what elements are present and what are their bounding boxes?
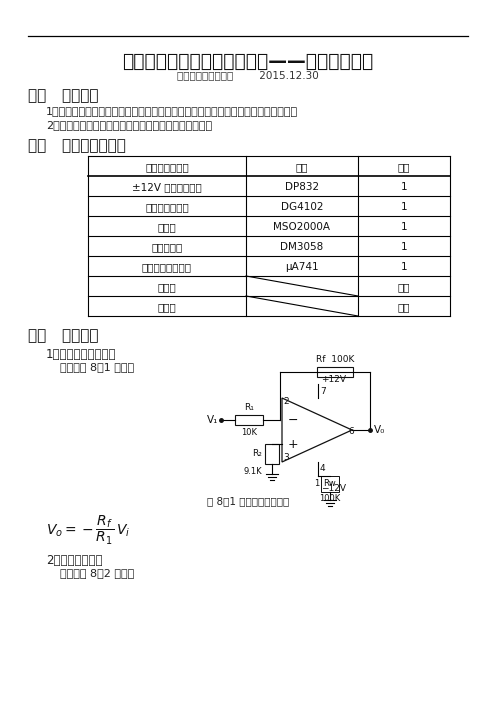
Text: 数字万用表: 数字万用表 — [151, 242, 183, 252]
Bar — [317, 367, 353, 377]
Text: 仪器及器件名称: 仪器及器件名称 — [145, 162, 189, 172]
Text: 1．研究由集成运算放大电路组成的比例、加法、减法和积分等基本运算电路的功能。: 1．研究由集成运算放大电路组成的比例、加法、减法和积分等基本运算电路的功能。 — [46, 106, 298, 116]
Text: 示波器: 示波器 — [158, 222, 177, 232]
Text: 若干: 若干 — [398, 302, 410, 312]
Text: 100K: 100K — [319, 494, 341, 503]
Text: 数量: 数量 — [398, 162, 410, 172]
Text: 电路如图 8－1 所示．: 电路如图 8－1 所示． — [60, 362, 134, 372]
Text: DG4102: DG4102 — [281, 202, 323, 212]
Text: 型号: 型号 — [296, 162, 308, 172]
Text: 电容器: 电容器 — [158, 302, 177, 312]
Text: 2．了解运算放大电路在实际应用时应考虑的一些问题。: 2．了解运算放大电路在实际应用时应考虑的一些问题。 — [46, 120, 212, 130]
Text: μA741: μA741 — [285, 262, 319, 272]
Text: 实验八集成运放基本应用之一——模拟运算电路: 实验八集成运放基本应用之一——模拟运算电路 — [123, 52, 373, 71]
Text: MSO2000A: MSO2000A — [273, 222, 330, 232]
Text: 一、   实验目的: 一、 实验目的 — [28, 88, 99, 103]
Text: 集成运算放大电路: 集成运算放大电路 — [142, 262, 192, 272]
Text: −: − — [288, 413, 299, 427]
Text: 电阻器: 电阻器 — [158, 282, 177, 292]
Text: V₀: V₀ — [374, 425, 385, 435]
Text: +12V: +12V — [321, 375, 346, 384]
Text: 1: 1 — [401, 222, 407, 232]
Text: 10K: 10K — [241, 428, 257, 437]
Text: Rf  100K: Rf 100K — [316, 355, 354, 364]
Text: 函数信号发生器: 函数信号发生器 — [145, 202, 189, 212]
Text: 若干: 若干 — [398, 282, 410, 292]
Text: 3: 3 — [283, 453, 289, 463]
Text: R₂: R₂ — [252, 449, 262, 458]
Text: 1: 1 — [401, 262, 407, 272]
Text: 1．反相比例运算电路: 1．反相比例运算电路 — [46, 348, 117, 361]
Text: 2: 2 — [283, 397, 289, 406]
Text: 1: 1 — [401, 182, 407, 192]
Text: DM3058: DM3058 — [280, 242, 323, 252]
Text: 电路如图 8－2 所示．: 电路如图 8－2 所示． — [60, 568, 134, 578]
Text: V₁: V₁ — [207, 415, 218, 425]
Text: 三、   实验原理: 三、 实验原理 — [28, 328, 99, 343]
Text: −12V: −12V — [321, 484, 346, 493]
Text: 7: 7 — [320, 387, 326, 396]
Text: 二、   实验仪器及器件: 二、 实验仪器及器件 — [28, 138, 126, 153]
Text: 9.1K: 9.1K — [244, 467, 262, 476]
Text: 2．反相加法电路: 2．反相加法电路 — [46, 554, 103, 567]
Text: 4: 4 — [320, 464, 326, 473]
Text: 班级：姓名：学号：        2015.12.30: 班级：姓名：学号： 2015.12.30 — [177, 70, 319, 80]
Text: 图 8－1 反相比例运算电路: 图 8－1 反相比例运算电路 — [207, 496, 289, 506]
Text: 1: 1 — [314, 479, 319, 489]
Text: 1: 1 — [401, 242, 407, 252]
Text: ±12V 直流稳压电源: ±12V 直流稳压电源 — [132, 182, 202, 192]
Text: $V_o = -\dfrac{R_f}{R_1}\,V_i$: $V_o = -\dfrac{R_f}{R_1}\,V_i$ — [46, 514, 130, 547]
Text: 1: 1 — [401, 202, 407, 212]
Text: +: + — [288, 437, 299, 451]
Text: R₁: R₁ — [244, 403, 254, 412]
Bar — [265, 444, 279, 464]
Text: DP832: DP832 — [285, 182, 319, 192]
Text: Rw: Rw — [323, 479, 336, 489]
Bar — [321, 476, 339, 492]
Text: 6: 6 — [348, 428, 354, 437]
Bar — [235, 415, 263, 425]
